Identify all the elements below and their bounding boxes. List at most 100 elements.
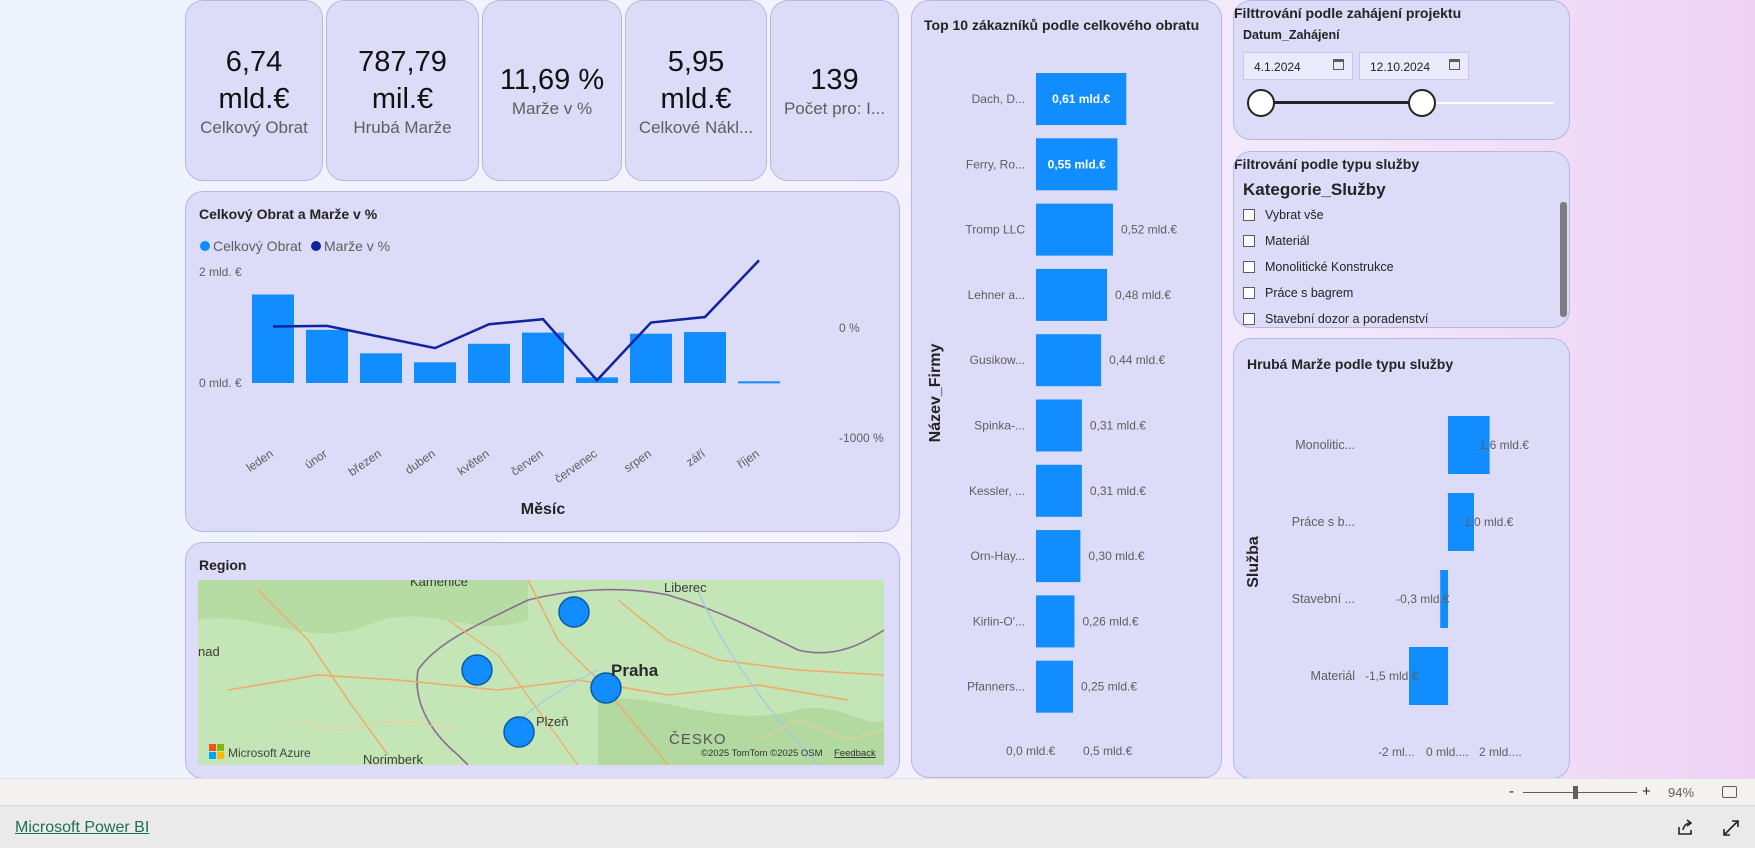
combo-chart-panel[interactable]: Celkový Obrat a Marže v % Celkový Obrat … <box>185 191 900 532</box>
option-supervision[interactable]: Stavební dozor a poradenství <box>1243 312 1428 326</box>
slicer-scrollbar[interactable] <box>1560 202 1567 317</box>
share-icon[interactable] <box>1676 819 1694 837</box>
y-left-tick: 0 mld. € <box>199 376 242 390</box>
margin-bar[interactable] <box>1448 493 1474 551</box>
combo-bar[interactable] <box>414 362 456 383</box>
calendar-icon[interactable] <box>1333 59 1344 70</box>
category-label: Materiál <box>1311 669 1355 683</box>
kpi-card-margin-percent[interactable]: 11,69 % Marže v % <box>482 0 622 181</box>
customer-bar[interactable] <box>1036 595 1075 648</box>
zoom-slider-track[interactable] <box>1523 792 1637 793</box>
calendar-icon[interactable] <box>1449 59 1460 70</box>
category-label: Stavební ... <box>1292 592 1355 606</box>
combo-bar[interactable] <box>306 329 348 383</box>
x-axis-tick: duben <box>402 446 437 477</box>
margin-bar[interactable] <box>1409 647 1448 705</box>
map-bubble[interactable] <box>590 672 622 704</box>
margin-by-service-panel[interactable]: Hrubá Marže podle typu služby Služba Mon… <box>1233 338 1570 779</box>
zoom-in-button[interactable]: + <box>1642 783 1651 800</box>
combo-bar[interactable] <box>684 332 726 383</box>
region-map-panel[interactable]: Region Kamenice Liberec nad Praha Pl <box>185 542 900 779</box>
customer-bar[interactable] <box>1036 660 1073 713</box>
zoom-level[interactable]: 94% <box>1668 785 1695 800</box>
kpi-card-total-revenue[interactable]: 6,74 mld.€ Celkový Obrat <box>185 0 323 181</box>
service-slicer-panel[interactable]: Filtrování podle typu služby Kategorie_S… <box>1233 151 1570 328</box>
power-bi-link[interactable]: Microsoft Power BI <box>15 819 150 836</box>
kpi-card-project-count[interactable]: 139 Počet pro: I... <box>770 0 899 181</box>
option-excavator[interactable]: Práce s bagrem <box>1243 286 1353 300</box>
end-date-input[interactable]: 12.10.2024 <box>1359 52 1469 80</box>
zoom-slider-thumb[interactable] <box>1573 786 1578 799</box>
margin-bar[interactable] <box>1440 570 1448 628</box>
data-label: 1,6 mld.€ <box>1480 438 1530 452</box>
x-axis-tick: květen <box>455 446 492 478</box>
category-label: Spinka-... <box>974 419 1025 433</box>
kpi-label: Celkové Nákl... <box>638 117 754 137</box>
combo-chart: Celkový Obrat Marže v % 2 mld. € 0 mld. … <box>199 238 884 518</box>
start-date-input[interactable]: 4.1.2024 <box>1243 52 1353 80</box>
map-bubble[interactable] <box>461 654 493 686</box>
range-start-handle[interactable] <box>1247 89 1275 117</box>
combo-bar[interactable] <box>630 333 672 383</box>
customer-bar[interactable] <box>1036 530 1081 583</box>
category-label: Gusikow... <box>970 353 1025 367</box>
zoom-out-button[interactable]: - <box>1509 783 1514 800</box>
map-bubble[interactable] <box>558 596 590 628</box>
region-title: Region <box>199 557 247 573</box>
category-label: Monolitic... <box>1295 438 1355 452</box>
map-copyright: ©2025 TomTom ©2025 OSM <box>701 748 823 759</box>
checkbox[interactable] <box>1243 261 1255 273</box>
customer-bar[interactable] <box>1036 399 1082 452</box>
map-feedback-link[interactable]: Feedback <box>834 748 876 759</box>
customer-bar[interactable] <box>1036 138 1118 191</box>
combo-bar[interactable] <box>468 343 510 383</box>
checkbox[interactable] <box>1243 313 1255 325</box>
customer-bar[interactable] <box>1036 203 1113 256</box>
data-label: 0,26 mld.€ <box>1082 614 1138 628</box>
checkbox[interactable] <box>1243 235 1255 247</box>
kpi-value: 6,74 <box>225 45 283 78</box>
end-date-value: 12.10.2024 <box>1370 60 1431 74</box>
kpi-card-total-costs[interactable]: 5,95 mld.€ Celkové Nákl... <box>625 0 767 181</box>
service-slicer-title: Filtrování podle typu služby <box>1234 156 1420 172</box>
option-monolithic[interactable]: Monolitické Konstrukce <box>1243 260 1394 274</box>
x-axis-tick: září <box>683 446 708 469</box>
kpi-card-gross-margin[interactable]: 787,79 mil.€ Hrubá Marže <box>326 0 479 181</box>
customer-bar[interactable] <box>1036 268 1108 321</box>
x-axis-tick: červenec <box>552 446 600 485</box>
combo-bar[interactable] <box>738 381 780 384</box>
legend-marker-revenue <box>200 241 210 251</box>
fullscreen-icon[interactable] <box>1722 819 1740 837</box>
customer-bar[interactable] <box>1036 73 1127 125</box>
top10-chart: Název_Firmy Dach, D... 0,61 mld.€ Ferry, R… <box>927 73 1177 758</box>
combo-bar[interactable] <box>252 294 294 383</box>
map-brand: Microsoft Azure <box>228 746 311 760</box>
category-label: Lehner a... <box>968 288 1025 302</box>
category-label: Tromp LLC <box>965 223 1025 237</box>
customer-bar[interactable] <box>1036 334 1102 387</box>
map-bubble[interactable] <box>503 716 535 748</box>
kpi-value-unit: mld.€ <box>218 82 290 115</box>
combo-bar[interactable] <box>522 332 564 383</box>
customer-bar[interactable] <box>1036 464 1082 517</box>
range-end-handle[interactable] <box>1408 89 1436 117</box>
region-map[interactable]: Kamenice Liberec nad Praha Plzeň ČESKO N… <box>198 580 884 765</box>
category-label: Kirlin-O'... <box>973 614 1025 628</box>
combo-chart-title: Celkový Obrat a Marže v % <box>199 206 378 222</box>
checkbox[interactable] <box>1243 287 1255 299</box>
margin-line[interactable] <box>272 259 760 383</box>
date-slicer-panel[interactable]: Filttrování podle zahájení projektu Datu… <box>1233 0 1570 140</box>
x-axis-tick: 0,5 mld.€ <box>1083 744 1133 758</box>
kpi-value-unit: mld.€ <box>660 82 732 115</box>
checkbox[interactable] <box>1243 209 1255 221</box>
option-material[interactable]: Materiál <box>1243 234 1309 248</box>
top10-panel[interactable]: Top 10 zákazníků podle celkového obratu … <box>911 0 1222 778</box>
fit-to-page-icon[interactable] <box>1722 786 1737 798</box>
option-select-all[interactable]: Vybrat vše <box>1243 208 1324 222</box>
category-label: Orn-Hay... <box>971 549 1025 563</box>
combo-bar[interactable] <box>360 353 402 383</box>
footer-bar: Microsoft Power BI <box>0 805 1755 848</box>
data-label: 0,52 mld.€ <box>1121 223 1177 237</box>
y-right-tick: 0 % <box>839 321 860 335</box>
margin-bar[interactable] <box>1448 416 1490 474</box>
